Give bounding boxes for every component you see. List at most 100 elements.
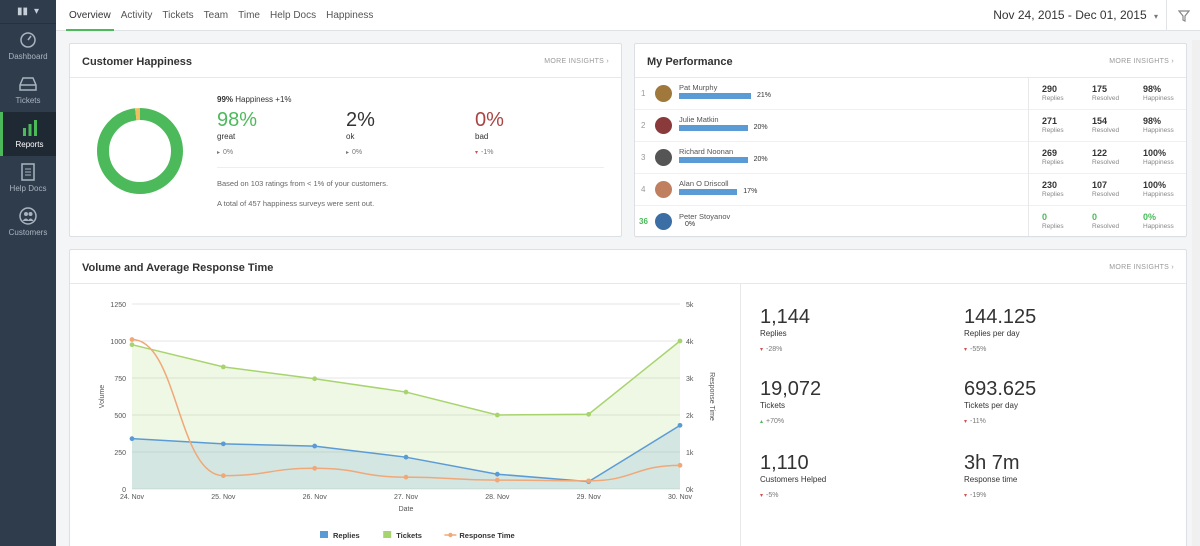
more-insights-link[interactable]: MORE INSIGHTS › (544, 58, 609, 65)
share-bar (679, 125, 748, 131)
stat-label: Resolved (1092, 95, 1120, 102)
y2-tick-label: 4k (686, 339, 694, 346)
stat-label: Resolved (1092, 159, 1120, 166)
stat-label: Happiness (1143, 191, 1174, 198)
kpi-tickets-per-day: 693.625 Tickets per day ▾ -11% (964, 378, 1036, 425)
tab-overview[interactable]: Overview (66, 0, 114, 31)
legend-label-tickets: Tickets (396, 531, 422, 540)
tickets-point (403, 389, 409, 395)
y2-tick-label: 5k (686, 302, 694, 309)
happiness-summary-text: Happiness (235, 95, 274, 104)
donut-slice-ok (97, 108, 183, 194)
agent-name[interactable]: Richard Noonan (679, 147, 734, 156)
stat-value: 290 (1042, 84, 1058, 94)
agent-name[interactable]: Peter Stoyanov (679, 212, 731, 221)
account-switcher[interactable]: ▮▮ ▾ (0, 0, 56, 24)
x-tick-label: 26. Nov (303, 494, 328, 501)
caret-right-icon: ▸ (217, 150, 221, 156)
kpi-delta-value: -19% (970, 492, 987, 499)
stat-value: 107 (1092, 180, 1108, 190)
tab-time[interactable]: Time (238, 10, 260, 21)
y-tick-label: 1250 (110, 302, 126, 309)
dashboard-icon (20, 32, 36, 48)
agent-name[interactable]: Pat Murphy (679, 83, 718, 92)
filter-icon (1177, 9, 1190, 22)
scrollbar[interactable] (1192, 40, 1200, 546)
stat-replies: 290 Replies (1042, 84, 1092, 102)
caret-down-icon: ▾ (760, 493, 764, 499)
x-tick-label: 30. Nov (668, 494, 693, 501)
sidebar-item-customers[interactable]: Customers (0, 200, 56, 244)
stat-value: 100% (1143, 180, 1167, 190)
sidebar-item-dashboard[interactable]: Dashboard (0, 24, 56, 68)
share-pct: 0% (685, 221, 696, 228)
tickets-point (677, 338, 683, 344)
x-tick-label: 28. Nov (485, 494, 510, 501)
sidebar-item-tickets[interactable]: Tickets (0, 68, 56, 112)
performance-row[interactable]: 4 Alan O Driscoll 17% 230 Replies 107 Resolved… (635, 174, 1186, 206)
card-title: Volume and Average Response Time (82, 262, 274, 274)
more-insights-link[interactable]: MORE INSIGHTS › (1109, 58, 1174, 65)
tab-happiness[interactable]: Happiness (326, 10, 374, 21)
tickets-icon (19, 77, 37, 91)
tab-team[interactable]: Team (203, 10, 229, 21)
share-pct: 17% (743, 188, 758, 195)
top-bar: Overview Activity Tickets Team Time Help… (56, 0, 1200, 31)
ok-delta: ▸ 0% (346, 149, 363, 156)
response-time-point (220, 473, 226, 479)
avatar (655, 181, 672, 198)
report-tabs: Overview Activity Tickets Team Time Help… (66, 0, 380, 31)
avatar (655, 85, 672, 102)
stat-label: Happiness (1143, 127, 1174, 134)
kpi-delta-value: -11% (970, 418, 986, 425)
stat-happiness: 98% Happiness (1143, 84, 1193, 102)
surveys-text: A total of 457 happiness surveys were se… (217, 199, 375, 208)
more-insights-link[interactable]: MORE INSIGHTS › (1109, 264, 1174, 271)
kpi-response-time: 3h 7m Response time ▾ -19% (964, 452, 1020, 499)
performance-row[interactable]: 3 Richard Noonan 20% 269 Replies 122 Resolved 1… (635, 142, 1186, 174)
sidebar: ▮▮ ▾ Dashboard Tickets Reports Help Docs… (0, 0, 56, 546)
sidebar-item-label: Reports (15, 140, 44, 149)
bad-label: bad (475, 132, 489, 141)
kpi-label: Replies per day (964, 329, 1020, 338)
y2-axis-label: Response Time (708, 372, 715, 421)
kpi-delta: ▾ -55% (964, 346, 1036, 353)
y2-tick-label: 1k (686, 450, 694, 457)
stat-label: Resolved (1092, 191, 1120, 198)
stat-value: 0 (1042, 212, 1048, 222)
ok-value: 2% (346, 109, 375, 131)
sidebar-item-help-docs[interactable]: Help Docs (0, 156, 56, 200)
help-docs-icon (21, 163, 35, 181)
response-time-point (586, 478, 592, 484)
great-stat: 98% great ▸ 0% (217, 109, 327, 156)
performance-row[interactable]: 1 Pat Murphy 21% 290 Replies 175 Resolved 98% Ha… (635, 78, 1186, 110)
sidebar-item-reports[interactable]: Reports (0, 112, 56, 156)
my-performance-card: My Performance MORE INSIGHTS › 1 Pat Murp… (634, 43, 1187, 238)
date-range-picker[interactable]: Nov 24, 2015 - Dec 01, 2015 ▾ (993, 0, 1158, 32)
x-tick-label: 24. Nov (120, 494, 145, 501)
stat-label: Replies (1042, 127, 1064, 134)
date-range-label: Nov 24, 2015 - Dec 01, 2015 (993, 8, 1147, 22)
bad-value: 0% (475, 109, 504, 131)
tab-tickets[interactable]: Tickets (162, 10, 194, 21)
agent-name[interactable]: Julie Matkin (679, 115, 719, 124)
sidebar-item-label: Help Docs (9, 184, 47, 193)
card-title: Customer Happiness (82, 56, 193, 68)
agent-name[interactable]: Alan O Driscoll (679, 179, 729, 188)
tickets-point (312, 376, 318, 382)
tickets-area (132, 341, 680, 489)
performance-row[interactable]: 2 Julie Matkin 20% 271 Replies 154 Resolved 98%… (635, 110, 1186, 142)
y2-tick-label: 0k (686, 487, 694, 494)
tab-activity[interactable]: Activity (120, 10, 153, 21)
chevron-down-icon: ▾ (1153, 12, 1158, 21)
performance-row[interactable]: 36 Peter Stoyanov 0% 0 Replies 0 Resolved 0% Hap… (635, 206, 1186, 238)
tab-help-docs[interactable]: Help Docs (269, 10, 317, 21)
caret-down-icon: ▾ (964, 419, 968, 425)
y-tick-label: 750 (114, 376, 126, 383)
legend-swatch-replies (320, 531, 328, 538)
y2-tick-label: 3k (686, 376, 694, 383)
kpi-value: 19,072 (760, 378, 822, 400)
great-value: 98% (217, 109, 258, 131)
great-delta: ▸ 0% (217, 149, 234, 156)
filter-button[interactable] (1166, 0, 1200, 31)
